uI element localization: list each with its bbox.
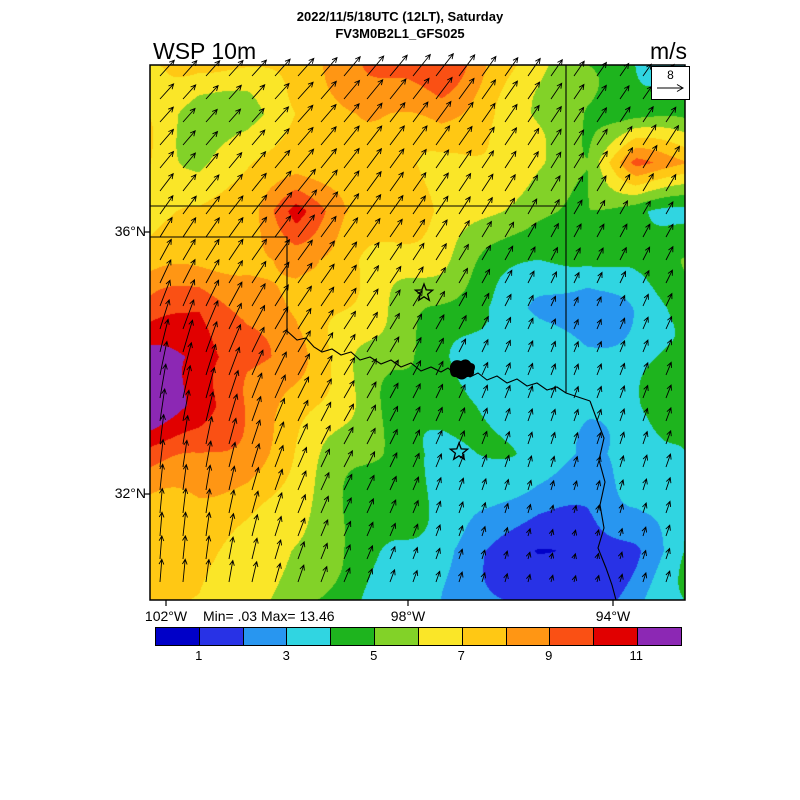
colorbar-tick-label: 1 xyxy=(195,648,203,663)
lat-tick-label: 36°N xyxy=(114,223,146,239)
colorbar-tick-label: 11 xyxy=(629,648,644,663)
reference-vector-value: 8 xyxy=(667,68,674,82)
colorbar xyxy=(155,627,682,646)
minmax-label: Min= .03 Max= 13.46 xyxy=(203,608,335,624)
colorbar-segment xyxy=(156,628,200,645)
colorbar-tick-label: 7 xyxy=(457,648,465,663)
colorbar-segment xyxy=(594,628,639,645)
colorbar-tick-label: 3 xyxy=(282,648,290,663)
colorbar-segment xyxy=(331,628,376,645)
colorbar-labels: 1 3 5 7 9 11 xyxy=(0,648,800,666)
colorbar-segment xyxy=(638,628,681,645)
colorbar-segment xyxy=(287,628,332,645)
colorbar-segment xyxy=(418,628,463,645)
reference-arrow-icon xyxy=(656,84,684,92)
colorbar-tick-label: 5 xyxy=(370,648,378,663)
colorbar-segment xyxy=(462,628,507,645)
lon-tick-label: 98°W xyxy=(390,608,426,624)
units-label: m/s xyxy=(650,38,688,64)
colorbar-tick-label: 9 xyxy=(545,648,553,663)
wind-speed-field-canvas xyxy=(150,65,685,600)
field-label: WSP 10m xyxy=(153,38,257,64)
plot-title-datetime: 2022/11/5/18UTC (12LT), Saturday xyxy=(296,9,504,24)
reference-vector-box: 8 xyxy=(651,66,690,100)
colorbar-segment xyxy=(375,628,419,645)
lon-tick-label: 102°W xyxy=(144,608,188,624)
colorbar-segment xyxy=(243,628,288,645)
colorbar-segment xyxy=(550,628,595,645)
plot-title-model: FV3M0B2L1_GFS025 xyxy=(335,26,465,41)
lat-tick-label: 32°N xyxy=(114,485,146,501)
colorbar-segment xyxy=(506,628,551,645)
colorbar-segment xyxy=(199,628,244,645)
lon-tick-label: 94°W xyxy=(595,608,631,624)
